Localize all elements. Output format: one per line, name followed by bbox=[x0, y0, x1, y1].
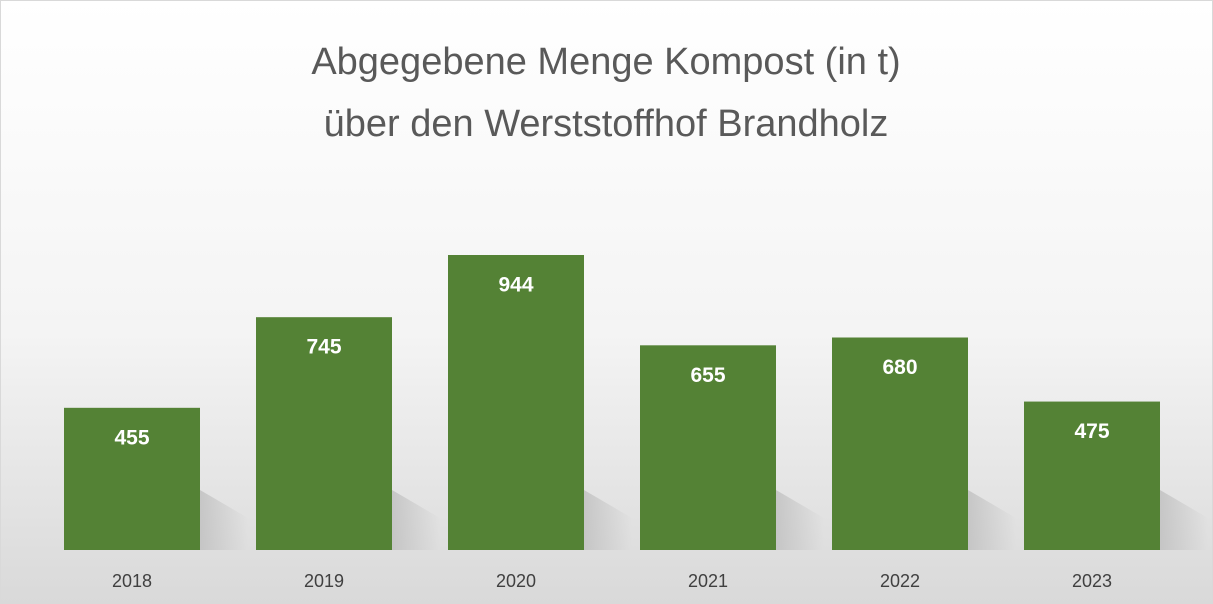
bar-shadow bbox=[968, 490, 1016, 550]
data-label: 680 bbox=[882, 356, 917, 379]
bar bbox=[256, 317, 392, 550]
x-tick-label: 2021 bbox=[688, 571, 728, 591]
plot: 2018 455 2019 745 2020 944 2021 655 2022 680 2023 4… bbox=[64, 255, 1160, 591]
data-label: 944 bbox=[498, 274, 533, 297]
bar-shadow bbox=[392, 490, 440, 550]
chart-title: Abgegebene Menge Kompost (in t) bbox=[311, 41, 900, 83]
data-label: 745 bbox=[306, 336, 341, 359]
bar bbox=[640, 345, 776, 550]
x-tick-label: 2019 bbox=[304, 571, 344, 591]
shadows bbox=[200, 490, 1208, 550]
x-tick-label: 2020 bbox=[496, 571, 536, 591]
bar bbox=[1024, 401, 1160, 550]
data-label: 655 bbox=[690, 364, 725, 387]
bar bbox=[832, 337, 968, 550]
bar-shadow bbox=[1160, 490, 1208, 550]
x-tick-label: 2023 bbox=[1072, 571, 1112, 591]
bar bbox=[448, 255, 584, 550]
bar-shadow bbox=[200, 490, 248, 550]
data-label: 475 bbox=[1074, 420, 1109, 443]
data-label: 455 bbox=[114, 426, 149, 449]
bar-shadow bbox=[584, 490, 632, 550]
bar bbox=[64, 407, 200, 550]
x-tick-label: 2018 bbox=[112, 571, 152, 591]
bar-shadow bbox=[776, 490, 824, 550]
x-tick-label: 2022 bbox=[880, 571, 920, 591]
chart-title: über den Werststoffhof Brandholz bbox=[324, 103, 889, 145]
